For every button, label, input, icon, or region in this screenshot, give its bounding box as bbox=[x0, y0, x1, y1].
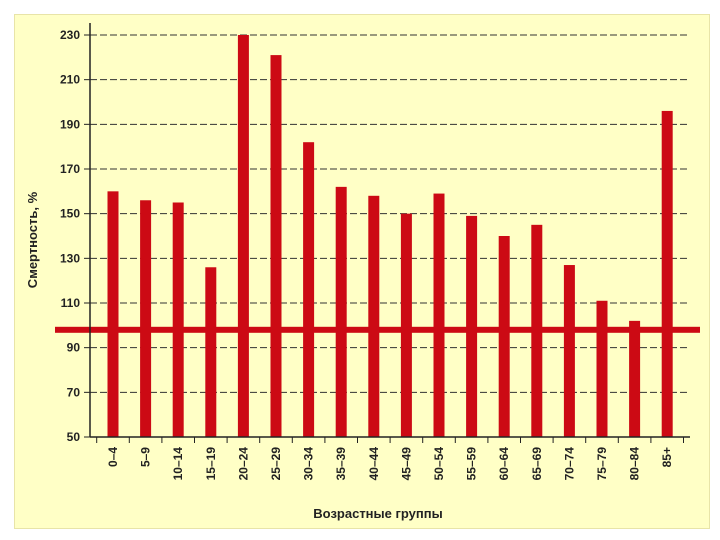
x-tick-label: 15–19 bbox=[204, 447, 218, 481]
y-tick-label: 170 bbox=[60, 162, 80, 176]
y-tick-label: 210 bbox=[60, 73, 80, 87]
bar-11 bbox=[466, 215, 478, 437]
bar-3 bbox=[205, 267, 217, 437]
bar-7 bbox=[335, 186, 347, 437]
x-tick-label: 20–24 bbox=[236, 447, 250, 481]
x-tick-label: 45–49 bbox=[399, 447, 413, 481]
bar-4 bbox=[237, 35, 249, 437]
bar-9 bbox=[400, 213, 412, 437]
chart-background bbox=[14, 14, 710, 529]
y-tick-labels: 50 70 90 110 130 150 170 190 210 230 bbox=[60, 28, 80, 444]
bar-2 bbox=[172, 202, 184, 437]
y-tick-label: 70 bbox=[67, 385, 81, 399]
y-tick-label: 190 bbox=[60, 117, 80, 131]
bar-17 bbox=[661, 110, 673, 437]
axes bbox=[84, 23, 690, 443]
x-tick-label: 25–29 bbox=[269, 447, 283, 481]
x-tick-label: 65–69 bbox=[530, 447, 544, 481]
x-axis-title: Возрастные группы bbox=[313, 506, 442, 521]
x-tick-label: 75–79 bbox=[595, 447, 609, 481]
x-tick-label: 60–64 bbox=[497, 447, 511, 481]
bar-15 bbox=[596, 300, 608, 437]
bar-12 bbox=[498, 236, 510, 437]
y-tick-label: 150 bbox=[60, 207, 80, 221]
bar-14 bbox=[563, 265, 575, 437]
y-tick-label: 90 bbox=[67, 341, 81, 355]
bars bbox=[107, 35, 673, 437]
y-tick-label: 230 bbox=[60, 28, 80, 42]
x-tick-label: 30–34 bbox=[302, 447, 316, 481]
bar-1 bbox=[140, 200, 152, 437]
x-tick-label: 40–44 bbox=[367, 447, 381, 481]
bar-10 bbox=[433, 193, 445, 437]
y-tick-label: 130 bbox=[60, 251, 80, 265]
x-tick-label: 0–4 bbox=[106, 447, 120, 467]
bar-0 bbox=[107, 191, 119, 437]
bar-6 bbox=[303, 142, 315, 437]
x-tick-labels: 0–4 5–9 10–14 15–19 20–24 25–29 30–34 35–39 40–4… bbox=[106, 447, 674, 481]
grid-lines bbox=[90, 34, 690, 393]
x-tick-label: 5–9 bbox=[139, 447, 153, 467]
y-axis-title: Смертность, % bbox=[25, 191, 40, 288]
reference-line bbox=[55, 326, 700, 333]
x-tick-label: 70–74 bbox=[562, 447, 576, 481]
reference-line-group bbox=[55, 326, 700, 333]
x-tick-label: 55–59 bbox=[465, 447, 479, 481]
x-tick-label: 35–39 bbox=[334, 447, 348, 481]
y-tick-label: 110 bbox=[61, 296, 81, 310]
y-tick-label: 50 bbox=[67, 430, 81, 444]
x-tick-label: 10–14 bbox=[171, 447, 185, 481]
bar-16 bbox=[629, 320, 641, 437]
bar-5 bbox=[270, 55, 282, 437]
bar-8 bbox=[368, 195, 380, 437]
x-tick-label: 85+ bbox=[660, 447, 674, 467]
x-tick-label: 80–84 bbox=[628, 447, 642, 481]
x-tick-label: 50–54 bbox=[432, 447, 446, 481]
